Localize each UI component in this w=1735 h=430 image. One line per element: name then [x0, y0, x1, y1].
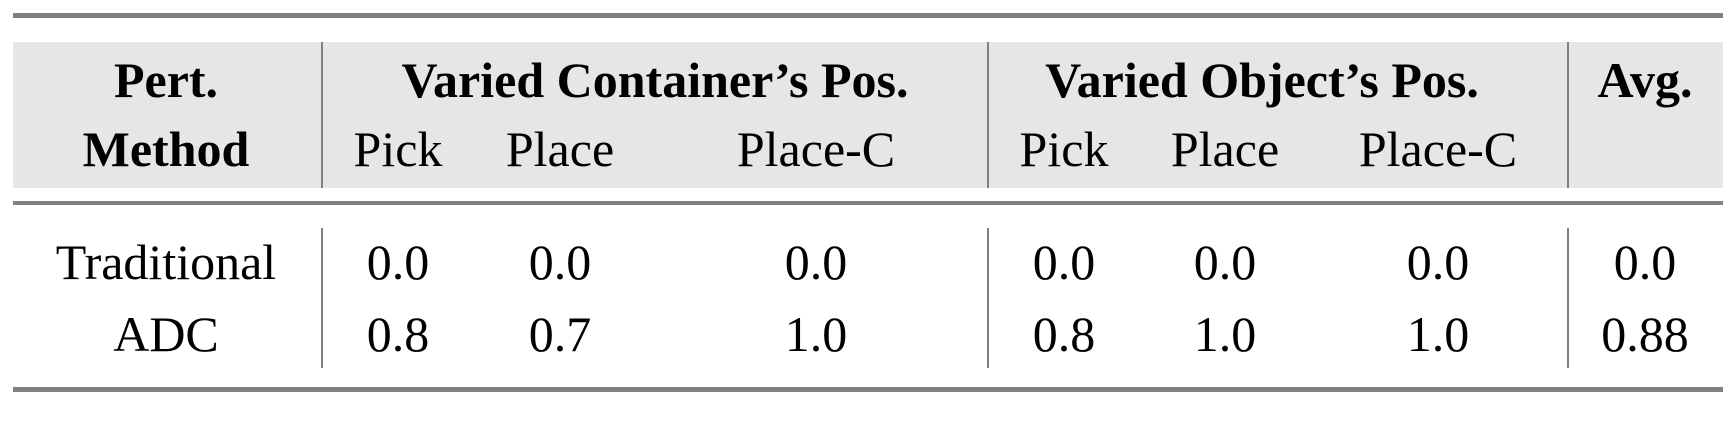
- column-divider: [1567, 42, 1569, 188]
- subheader-pick: Pick: [353, 121, 443, 177]
- table-cell: 0.0: [1406, 234, 1470, 290]
- header-method-line2: Method: [82, 121, 250, 177]
- table-cell: 1.0: [1193, 306, 1257, 362]
- subheader-pick: Pick: [1019, 121, 1109, 177]
- subheader-place: Place: [1170, 121, 1280, 177]
- table-cell: 0.0: [366, 234, 430, 290]
- column-divider: [1567, 228, 1569, 368]
- column-divider: [321, 228, 323, 368]
- header-method-line1: Pert.: [113, 52, 219, 108]
- subheader-place: Place: [505, 121, 615, 177]
- table-cell: 0.0: [1613, 234, 1677, 290]
- table-cell: 0.0: [1193, 234, 1257, 290]
- column-divider: [987, 42, 989, 188]
- table-cell: 0.88: [1601, 306, 1689, 362]
- table-cell: 0.0: [1032, 234, 1096, 290]
- subheader-place-c: Place-C: [1358, 121, 1518, 177]
- column-divider: [321, 42, 323, 188]
- header-avg: Avg.: [1597, 52, 1693, 108]
- top-rule: [13, 13, 1723, 18]
- subheader-place-c: Place-C: [736, 121, 896, 177]
- header-group-container: Varied Container’s Pos.: [401, 52, 909, 108]
- header-background: [13, 42, 1723, 188]
- table-cell: 0.8: [1032, 306, 1096, 362]
- column-divider: [987, 228, 989, 368]
- header-group-object: Varied Object’s Pos.: [1045, 52, 1479, 108]
- table-cell: 0.7: [528, 306, 592, 362]
- bottom-rule: [13, 387, 1723, 392]
- row-method: ADC: [113, 306, 219, 362]
- mid-rule: [13, 201, 1723, 205]
- table-cell: 1.0: [784, 306, 848, 362]
- table-cell: 0.0: [528, 234, 592, 290]
- row-method: Traditional: [55, 234, 277, 290]
- table-cell: 0.8: [366, 306, 430, 362]
- table-cell: 1.0: [1406, 306, 1470, 362]
- table-cell: 0.0: [784, 234, 848, 290]
